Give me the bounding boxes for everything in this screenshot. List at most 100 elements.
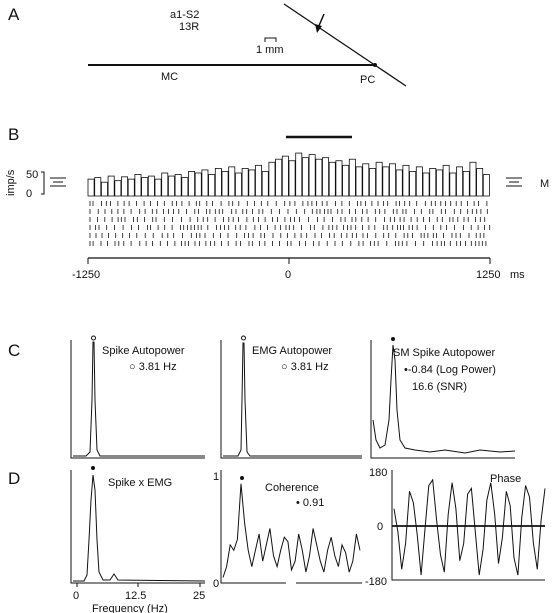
histogram-bar: [228, 166, 236, 197]
coherence-peak-marker: [240, 476, 244, 480]
histogram-bar: [355, 166, 363, 197]
cross-spectrum-peak-marker: [91, 466, 95, 470]
histogram-bar: [234, 172, 242, 197]
coherence-value: • 0.91: [296, 497, 324, 509]
histogram-bar: [482, 174, 490, 197]
histogram-bar: [429, 167, 437, 197]
histogram-bar: [308, 154, 316, 197]
histogram-bar: [469, 161, 477, 197]
histogram-bar: [268, 161, 276, 197]
coherence-curve: [222, 483, 361, 578]
panel-a-letter: A: [8, 5, 20, 24]
cross-spectrum-curve: [73, 474, 206, 582]
histogram-bar: [127, 178, 135, 197]
histogram-bar: [449, 172, 457, 197]
scale-bar-label: 1 mm: [256, 44, 284, 56]
cell-id-label: a1-S2: [170, 9, 199, 21]
histogram-bar: [121, 176, 128, 197]
histogram-bar: [462, 171, 470, 197]
histogram-bar: [301, 157, 309, 197]
histogram-bar: [288, 160, 296, 197]
histogram-bar: [114, 180, 122, 197]
panel-b-letter: B: [8, 125, 19, 144]
phase-ytick-0: 0: [377, 521, 383, 533]
histogram-bar: [382, 166, 390, 197]
histogram-bar: [134, 174, 142, 197]
histogram-bar: [409, 171, 417, 197]
histogram: [87, 152, 490, 197]
track-arrow-icon: [315, 24, 322, 33]
histogram-bar: [395, 169, 403, 197]
histogram-bar: [101, 181, 108, 197]
spike-autopower-peak-marker: [91, 335, 96, 341]
emg-autopower-curve: [223, 342, 362, 457]
histogram-bar: [94, 177, 102, 197]
histogram-bar: [335, 160, 343, 197]
histogram-bar: [161, 172, 169, 197]
histogram-bar: [221, 171, 229, 197]
panel-c-letter: C: [8, 341, 20, 360]
y-axis-label: imp/s: [5, 169, 17, 196]
emg-autopower-value: ○ 3.81 Hz: [281, 361, 329, 373]
phase-axes: [391, 470, 545, 581]
histogram-bar: [476, 167, 484, 197]
sm-snr-value: 16.6 (SNR): [412, 381, 467, 393]
histogram-bar: [375, 161, 383, 197]
histogram-bar: [141, 177, 149, 197]
histogram-bar: [362, 163, 370, 197]
spike-autopower-axes: [70, 340, 205, 459]
cross-spectrum-title: Spike x EMG: [108, 477, 172, 489]
ytick-0: 0: [26, 188, 32, 200]
histogram-bar: [261, 171, 269, 197]
histogram-bar: [208, 174, 216, 197]
histogram-bar: [181, 177, 189, 197]
spike-raster: [89, 201, 491, 246]
histogram-bar: [442, 164, 450, 197]
histogram-bar: [248, 169, 256, 197]
time-label-left: -1250: [72, 269, 100, 281]
histogram-bar: [435, 169, 443, 197]
pc-label: PC: [360, 74, 375, 86]
phase-curve: [393, 478, 546, 576]
histogram-bar: [281, 155, 289, 197]
sm-autopower-curve: [372, 344, 516, 454]
coherence-axes: [220, 470, 362, 584]
cross-spectrum-axes: [70, 470, 205, 584]
histogram-bar: [154, 178, 162, 197]
histogram-bar: [167, 175, 175, 197]
histogram-bar: [368, 167, 376, 197]
histogram-bar: [194, 172, 202, 197]
freq-label-0: 0: [73, 590, 79, 602]
histogram-bar: [275, 158, 283, 197]
mc-label: MC: [161, 71, 178, 83]
histogram-bar: [415, 166, 423, 197]
panel-d-letter: D: [8, 469, 20, 488]
time-label-right: 1250: [476, 269, 500, 281]
emg-autopower-title: EMG Autopower: [252, 345, 332, 357]
recording-site-dot: [373, 63, 377, 67]
oblique-electrode-track: [283, 3, 407, 87]
histogram-bar: [422, 172, 430, 197]
ytick-50: 50: [26, 169, 38, 181]
histogram-bar: [328, 161, 336, 197]
histogram-bar: [295, 152, 303, 197]
emg-marker-left: [50, 177, 66, 187]
freq-label-25: 25: [193, 590, 205, 602]
phase-ytick-180: 180: [369, 467, 387, 479]
phase-title: Phase: [490, 473, 521, 485]
coherence-title: Coherence: [265, 482, 319, 494]
histogram-bar: [255, 164, 262, 197]
scale-bar: [264, 37, 277, 42]
emg-marker-right: [506, 177, 522, 187]
sm-log-power-value: •-0.84 (Log Power): [404, 364, 496, 376]
histogram-bar: [322, 157, 329, 197]
spike-autopower-title: Spike Autopower: [102, 345, 185, 357]
histogram-bar: [342, 164, 350, 197]
histogram-bar: [201, 169, 209, 197]
coherence-ytick-0: 0: [213, 578, 219, 590]
histogram-bar: [389, 163, 396, 197]
emg-autopower-axes: [220, 340, 362, 459]
sm-autopower-peak-marker: [391, 337, 395, 341]
histogram-bar: [188, 171, 195, 197]
